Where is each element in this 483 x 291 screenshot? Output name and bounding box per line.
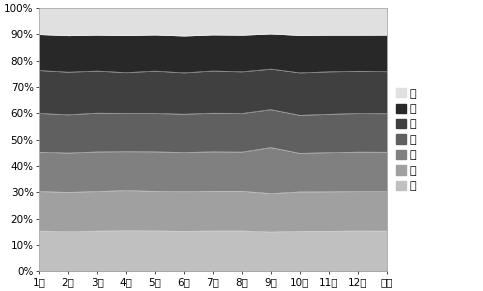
Legend: 일, 토, 금, 목, 수, 화, 월: 일, 토, 금, 목, 수, 화, 월 bbox=[396, 88, 416, 191]
